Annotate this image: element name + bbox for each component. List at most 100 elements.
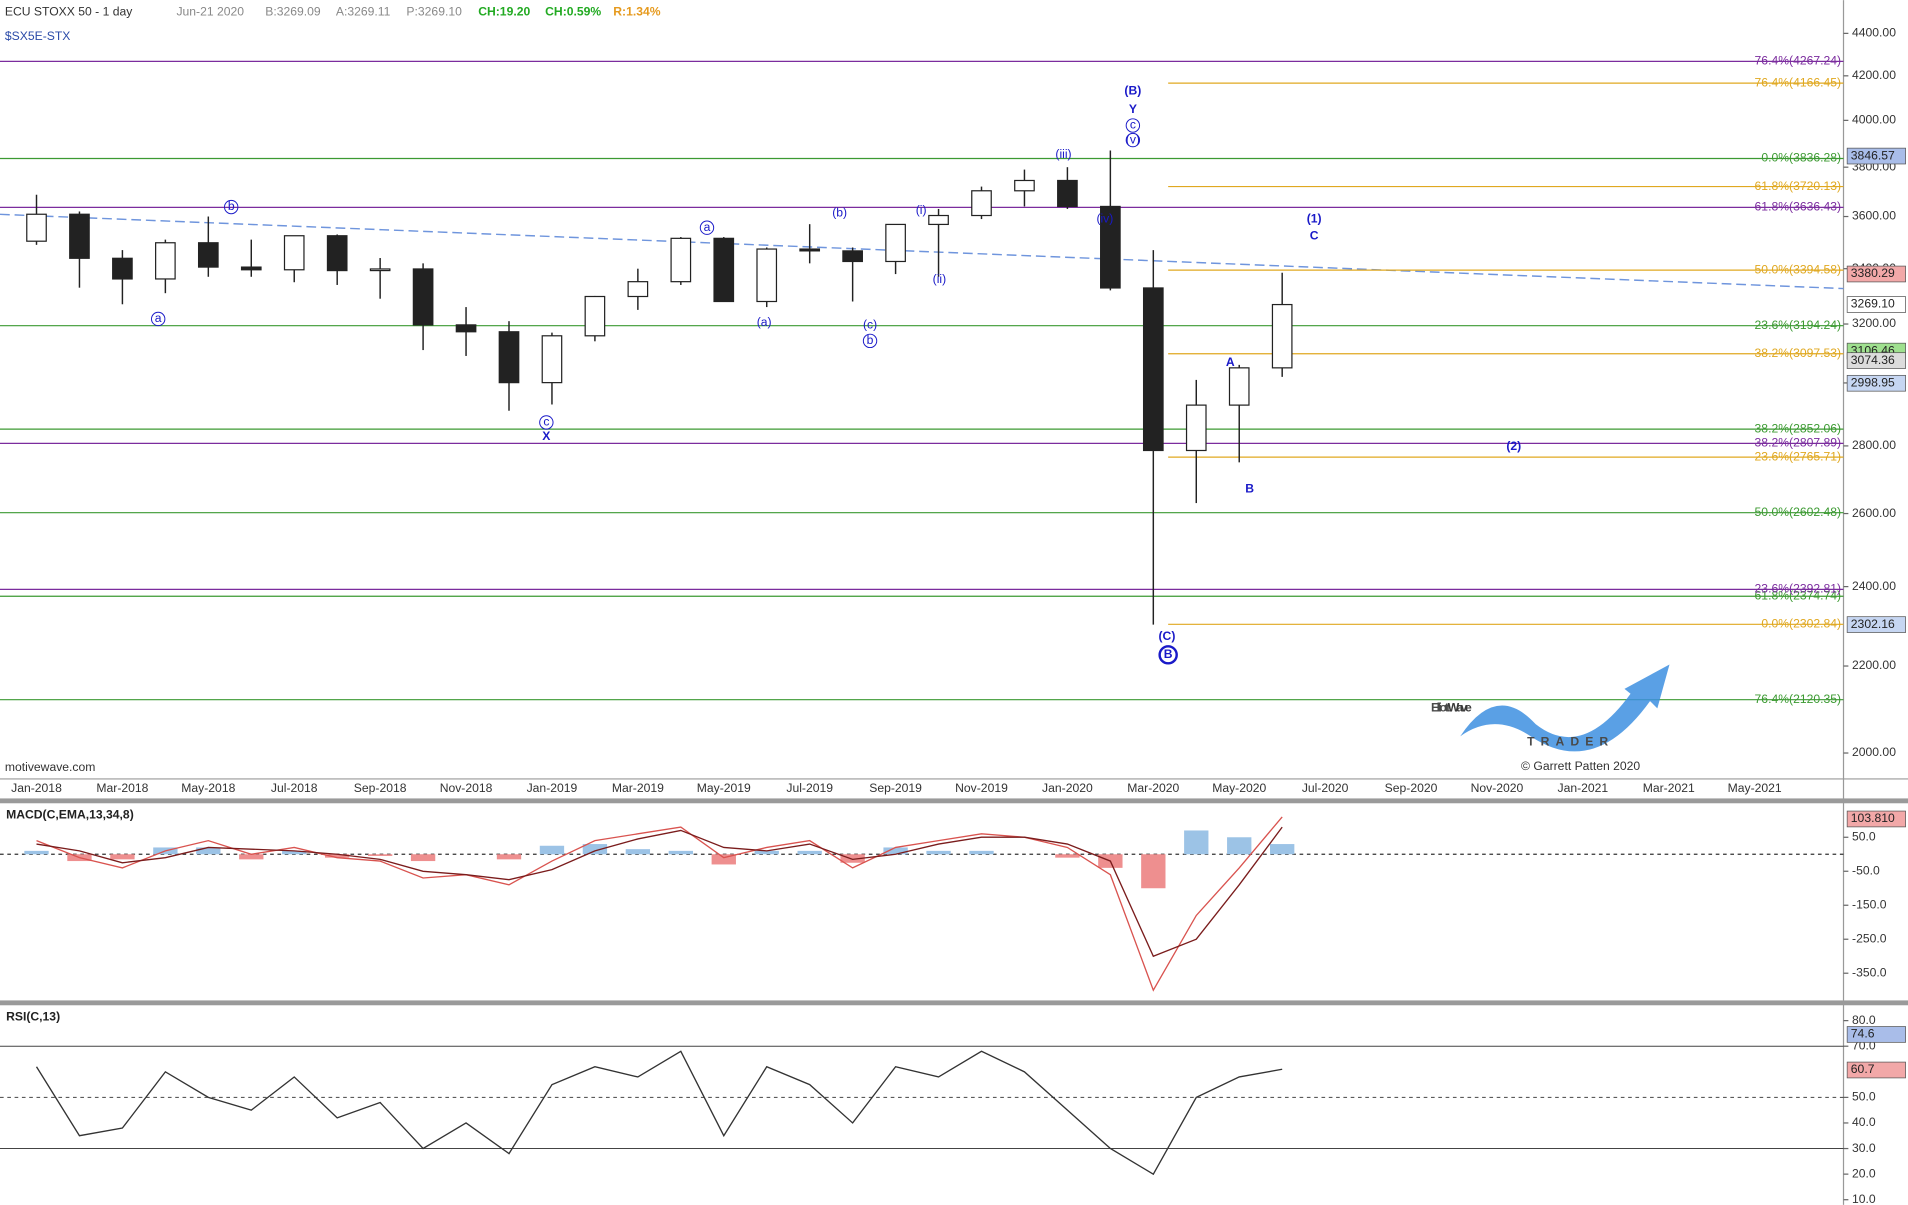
histogram-bar (1141, 854, 1166, 889)
wave-circle (151, 311, 166, 327)
y-tick-label: 2200.00 (1852, 658, 1896, 672)
candle-body (1142, 287, 1164, 452)
candle-body (412, 268, 434, 326)
rsi-line (35, 1050, 1283, 1176)
candle-body (1014, 179, 1035, 192)
watermark: motivewave.com (5, 760, 96, 774)
wave-label: (c) (863, 317, 877, 331)
x-tick-label: Mar-2019 (612, 781, 664, 795)
wave-circle (699, 220, 715, 235)
x-tick-label: Jan-2018 (11, 781, 62, 795)
histogram-bar (539, 845, 565, 855)
histogram-bar (754, 850, 779, 855)
fib-label: 61.8%(2374.74) (1755, 588, 1842, 602)
price-marker-label: 3380.29 (1851, 266, 1895, 280)
y-tick-label: -50.0 (1852, 863, 1880, 877)
pane-splitter (0, 1000, 1908, 1006)
wave-label: (v) (1126, 132, 1140, 146)
histogram-bar (367, 854, 393, 856)
y-tick-label: 4200.00 (1852, 68, 1896, 82)
wave-label: (a) (757, 315, 772, 329)
histogram-bar (410, 854, 436, 862)
pane-title: RSI(C,13) (6, 1010, 60, 1024)
histogram-bar (1270, 844, 1295, 855)
wave-label: (iii) (1055, 147, 1071, 161)
fib-label: 0.0%(2302.84) (1761, 617, 1841, 631)
histogram-bar (668, 850, 693, 855)
wave-label: (1) (1307, 211, 1322, 225)
x-tick-label: Jul-2018 (271, 781, 318, 795)
price-marker-box (1846, 1026, 1906, 1043)
histogram-bar (239, 854, 264, 860)
wave-label: Y (1129, 102, 1137, 116)
candle-body (1057, 179, 1078, 208)
change: CH:19.20 (478, 5, 530, 19)
histogram-bar (926, 850, 951, 855)
candle-body (326, 235, 348, 272)
logo: ElliottWave TRADER © Garrett Patten 2020 (1431, 664, 1670, 773)
price-marker-box (1846, 147, 1906, 165)
fib-label: 38.2%(3097.53) (1755, 346, 1842, 360)
y-tick-label: 3600.00 (1852, 209, 1896, 223)
candle-body (670, 237, 692, 283)
wave-circle (539, 415, 554, 430)
fib-label: 38.2%(2807.89) (1755, 436, 1842, 450)
x-tick-label: Jul-2019 (786, 781, 833, 795)
y-tick-label: 4000.00 (1852, 113, 1896, 127)
candle-body (1185, 404, 1207, 452)
x-tick-label: Jan-2020 (1042, 781, 1093, 795)
histogram-bar (496, 854, 522, 860)
candle-body (283, 235, 305, 271)
x-tick-label: Jul-2020 (1302, 781, 1349, 795)
x-tick-label: Nov-2018 (440, 781, 493, 795)
wave-label: (b) (832, 205, 847, 219)
trend-line (0, 213, 1844, 290)
wave-label: c (543, 415, 549, 429)
wave-label: c (1130, 118, 1136, 132)
price-marker-label: 3846.57 (1851, 148, 1895, 162)
wave-label: (ii) (933, 272, 947, 286)
wave-label: (2) (1506, 439, 1521, 453)
price: P:3269.10 (406, 5, 462, 19)
candle-body (1271, 303, 1293, 369)
logo-tagline: TRADER (1527, 735, 1614, 749)
y-tick-label: 30.0 (1852, 1141, 1876, 1155)
candle-body (26, 213, 47, 242)
histogram-bar (325, 854, 350, 858)
candle-body (197, 242, 219, 268)
price-marker-label: 3269.10 (1851, 297, 1895, 311)
wave-label: X (542, 429, 550, 443)
x-tick-label: Mar-2018 (96, 781, 148, 795)
y-tick-label: 4400.00 (1852, 26, 1896, 40)
x-tick-label: Nov-2020 (1471, 781, 1524, 795)
wave-circle (1125, 132, 1141, 148)
wave-circle (224, 199, 239, 215)
x-tick-label: Sep-2018 (354, 781, 407, 795)
wave-label: B (1164, 647, 1173, 661)
histogram-bar (883, 847, 908, 855)
y-tick-label: 50.0 (1852, 829, 1876, 843)
logo-credit: © Garrett Patten 2020 (1521, 759, 1640, 773)
histogram-bar (797, 850, 822, 855)
price-marker-box (1846, 810, 1906, 828)
date: Jun-21 2020 (176, 5, 244, 19)
y-tick-label: 10.0 (1852, 1192, 1876, 1205)
y-tick-label: -350.0 (1852, 965, 1887, 979)
pane-splitter (0, 798, 1908, 804)
fib-label: 38.2%(2852.06) (1755, 421, 1842, 435)
histogram-bar (625, 849, 651, 855)
price-marker-box (1846, 374, 1906, 392)
y-tick-label: 50.0 (1852, 1090, 1876, 1104)
x-tick-label: May-2021 (1728, 781, 1782, 795)
y-tick-label: 40.0 (1852, 1115, 1876, 1129)
fib-label: 61.8%(3636.43) (1755, 200, 1842, 214)
histogram-bar (1184, 830, 1209, 855)
candle-body (69, 213, 90, 259)
fib-label: 23.6%(2765.71) (1755, 449, 1842, 463)
x-tick-label: Jan-2021 (1558, 781, 1609, 795)
y-tick-label: 2600.00 (1852, 506, 1896, 520)
price-marker-label: 2302.16 (1851, 617, 1895, 631)
x-tick-label: Sep-2020 (1385, 781, 1438, 795)
wave-label: b (867, 333, 874, 347)
